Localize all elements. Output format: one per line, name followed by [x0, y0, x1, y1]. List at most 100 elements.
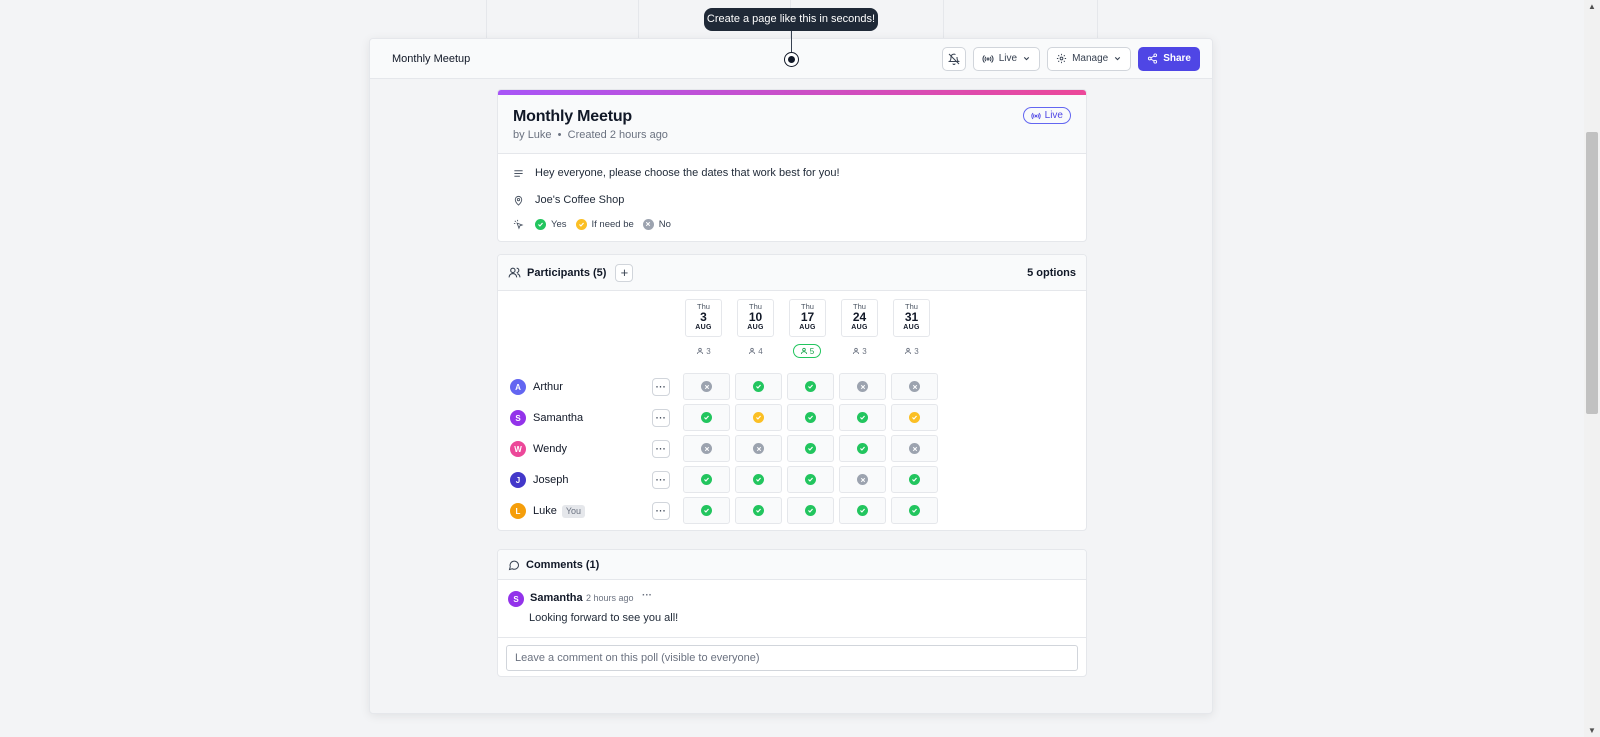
avatar: S: [510, 410, 526, 426]
vote-cell-no[interactable]: [891, 435, 938, 462]
check-icon: [857, 505, 868, 516]
vote-count-value: 3: [914, 346, 919, 356]
vote-cell-yes[interactable]: [787, 435, 834, 462]
user-icon: [800, 347, 807, 355]
x-icon: [909, 381, 920, 392]
vote-cell-yes[interactable]: [839, 404, 886, 431]
participant-row: A Arthur ···: [510, 373, 940, 401]
promo-banner[interactable]: Create a page like this in seconds!: [704, 8, 878, 31]
vote-cell-yes[interactable]: [787, 404, 834, 431]
participant-menu-button[interactable]: ···: [652, 471, 670, 489]
check-icon: [857, 443, 868, 454]
poll-created: Created 2 hours ago: [567, 129, 668, 141]
check-icon: [753, 381, 764, 392]
vote-cell-yes[interactable]: [735, 373, 782, 400]
participant-menu-button[interactable]: ···: [652, 502, 670, 520]
banner-connector: [791, 31, 792, 55]
check-icon: [701, 412, 712, 423]
share-button[interactable]: Share: [1138, 46, 1200, 71]
date-day: 17: [800, 310, 815, 324]
manage-label: Manage: [1072, 53, 1109, 64]
participant-menu-button[interactable]: ···: [652, 409, 670, 427]
participant-menu-button[interactable]: ···: [652, 378, 670, 396]
check-icon: [805, 381, 816, 392]
participant-name: Samantha: [533, 410, 583, 426]
vote-count-value: 4: [758, 346, 763, 356]
date-day: 24: [852, 310, 867, 324]
avatar: S: [508, 591, 524, 607]
comments-card: Comments (1) S Samantha 2 hours ago ··· …: [497, 549, 1087, 677]
vote-cell-no[interactable]: [683, 373, 730, 400]
text-lines-icon: [513, 168, 527, 179]
vote-cell-yes[interactable]: [683, 466, 730, 493]
vote-cell-yes[interactable]: [839, 435, 886, 462]
scroll-down-icon[interactable]: ▼: [1588, 726, 1596, 735]
notifications-button[interactable]: [941, 46, 966, 71]
vote-cell-no[interactable]: [839, 373, 886, 400]
participant-name: Luke You: [533, 503, 586, 519]
vote-count: 3: [685, 344, 722, 358]
check-icon: [805, 474, 816, 485]
check-icon: [701, 505, 712, 516]
scroll-up-icon[interactable]: ▲: [1588, 2, 1596, 11]
vote-count: 5: [793, 344, 821, 358]
vote-cell-no[interactable]: [735, 435, 782, 462]
check-icon: [805, 505, 816, 516]
author-prefix: by: [513, 129, 525, 141]
participant-row: W Wendy ···: [510, 435, 940, 463]
vote-cell-yes[interactable]: [683, 497, 730, 524]
vote-cell-yes[interactable]: [787, 466, 834, 493]
manage-dropdown[interactable]: Manage: [1047, 46, 1132, 71]
check-icon: [857, 412, 868, 423]
legend-maybe: If need be: [591, 218, 634, 230]
message-circle-icon: [508, 560, 520, 570]
date-day: 31: [904, 310, 919, 324]
page-scrollbar[interactable]: ▲ ▼: [1584, 0, 1600, 737]
vote-cell-yes[interactable]: [787, 373, 834, 400]
vote-cell-yes[interactable]: [839, 497, 886, 524]
poll-meta: by Luke • Created 2 hours ago: [513, 129, 1071, 141]
participant-row: S Samantha ···: [510, 404, 940, 432]
check-icon: [909, 505, 920, 516]
participant-menu-button[interactable]: ···: [652, 440, 670, 458]
comment-more-icon[interactable]: ···: [642, 590, 652, 601]
participant-name-text: Joseph: [533, 474, 569, 486]
check-icon: [805, 412, 816, 423]
you-badge: You: [561, 505, 586, 518]
date-month: AUG: [695, 324, 712, 331]
vote-count-value: 5: [809, 346, 815, 356]
vote-cell-no[interactable]: [683, 435, 730, 462]
scrollbar-thumb[interactable]: [1586, 132, 1598, 414]
comment-input[interactable]: Leave a comment on this poll (visible to…: [506, 645, 1078, 671]
vote-cell-yes[interactable]: [787, 497, 834, 524]
share-icon: [1148, 53, 1158, 64]
maybe-check-icon: [753, 412, 764, 423]
participant-name: Joseph: [533, 472, 568, 488]
legend-yes: Yes: [551, 218, 567, 230]
vote-cell-yes[interactable]: [891, 497, 938, 524]
x-icon: [753, 443, 764, 454]
live-status-badge: Live: [1022, 107, 1071, 124]
vote-cell-yes[interactable]: [891, 466, 938, 493]
vote-cell-no[interactable]: [839, 466, 886, 493]
pointer-click-icon: [513, 219, 527, 230]
vote-cell-maybe[interactable]: [891, 404, 938, 431]
participants-header: Participants (5) + 5 options: [498, 255, 1086, 291]
vote-cell-no[interactable]: [891, 373, 938, 400]
topbar-title: Monthly Meetup: [392, 52, 471, 65]
banner-anchor-dot: [785, 53, 798, 66]
broadcast-icon: [982, 54, 994, 63]
user-icon: [697, 347, 704, 355]
live-dropdown[interactable]: Live: [972, 46, 1041, 71]
x-icon: [909, 443, 920, 454]
avatar: A: [510, 379, 526, 395]
date-month: AUG: [851, 324, 868, 331]
poll-description-row: Hey everyone, please choose the dates th…: [498, 165, 1086, 181]
vote-cell-maybe[interactable]: [735, 404, 782, 431]
users-icon: [508, 267, 521, 278]
add-participant-button[interactable]: +: [615, 263, 634, 282]
vote-cell-yes[interactable]: [735, 466, 782, 493]
vote-cell-yes[interactable]: [735, 497, 782, 524]
vote-cell-yes[interactable]: [683, 404, 730, 431]
user-icon: [853, 347, 860, 355]
